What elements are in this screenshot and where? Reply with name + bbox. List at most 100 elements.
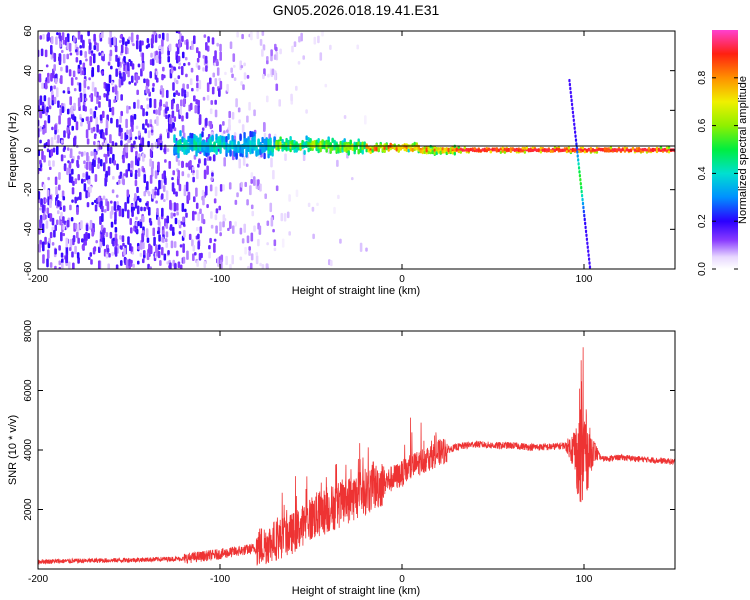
spectrogram-cell bbox=[194, 105, 198, 114]
spectrogram-cell bbox=[183, 89, 187, 95]
spectrogram-cell bbox=[51, 242, 55, 246]
spectrogram-cell bbox=[551, 149, 555, 153]
spectrogram-cell bbox=[52, 160, 55, 167]
spectrogram-cell bbox=[249, 130, 252, 138]
spectrogram-cell bbox=[46, 106, 49, 113]
spectrogram-cell bbox=[399, 146, 402, 151]
spectrogram-cell bbox=[104, 140, 108, 146]
spectrogram-cell bbox=[94, 87, 97, 97]
spectrogram-cell bbox=[169, 199, 172, 210]
spectrogram-cell bbox=[106, 247, 110, 253]
colorbar-tick-label: 0.6 bbox=[697, 118, 708, 132]
spectrogram-cell bbox=[77, 196, 80, 200]
spectrogram-cell bbox=[173, 134, 176, 141]
spectrogram-cell bbox=[73, 102, 76, 110]
spectrogram-cell bbox=[66, 147, 70, 151]
spectrogram-cell bbox=[195, 226, 199, 232]
spectrogram-cell bbox=[46, 258, 49, 268]
spectrogram-cell bbox=[197, 233, 200, 240]
spectrogram-cell bbox=[142, 152, 145, 162]
spectrogram-cell bbox=[54, 265, 57, 269]
spectrogram-cell bbox=[170, 212, 174, 219]
spectrogram-cell bbox=[170, 240, 174, 249]
spectrogram-cell bbox=[130, 204, 134, 208]
spectrogram-cell bbox=[151, 87, 155, 93]
colorbar-label: Normalized spectral amplitude bbox=[737, 76, 749, 224]
spectrogram-cell bbox=[415, 146, 418, 151]
spectrogram-cell bbox=[114, 85, 118, 95]
spectrogram-cell bbox=[580, 185, 583, 190]
spectrogram-cell bbox=[547, 148, 551, 152]
spectrogram-cell bbox=[577, 158, 580, 162]
spectrogram-cell bbox=[395, 147, 398, 151]
spectrogram-cell bbox=[568, 82, 571, 87]
spectrogram-cell bbox=[319, 52, 323, 61]
spectrogram-cell bbox=[203, 157, 207, 166]
spectrogram-cell bbox=[111, 251, 114, 256]
spectrogram-cell bbox=[127, 139, 130, 144]
spectrogram-cell bbox=[131, 210, 134, 217]
spectrogram-cell bbox=[242, 155, 246, 166]
spectrogram-cell bbox=[112, 86, 115, 93]
spectrogram-cell bbox=[45, 112, 48, 116]
spectrogram-cell bbox=[315, 140, 318, 145]
spectrogram-cell bbox=[197, 141, 200, 149]
spectrogram-cell bbox=[523, 146, 527, 151]
spectrogram-cell bbox=[229, 150, 232, 157]
spectrogram-cell bbox=[93, 44, 97, 51]
spectrogram-cell bbox=[195, 62, 199, 68]
spectrogram-cell bbox=[582, 205, 585, 210]
spectrogram-cell bbox=[589, 146, 593, 151]
spectrogram-cell bbox=[248, 250, 251, 256]
spectrogram-cell bbox=[543, 147, 547, 152]
spectrogram-cell bbox=[177, 152, 180, 159]
spectrogram-cell bbox=[155, 71, 159, 76]
spectrogram-cell bbox=[251, 147, 254, 154]
spectrogram-cell bbox=[591, 147, 595, 152]
spectrogram-y-tick-label: 60 bbox=[23, 25, 34, 37]
spectrogram-cell bbox=[58, 115, 61, 125]
spectrogram-cell bbox=[158, 44, 162, 50]
spectrogram-cell bbox=[96, 97, 99, 105]
spectrogram-cell bbox=[214, 186, 218, 197]
spectrogram-cell bbox=[214, 99, 217, 105]
spectrogram-cell bbox=[579, 181, 582, 186]
spectrogram-cell bbox=[248, 246, 251, 251]
spectrogram-cell bbox=[126, 196, 130, 204]
spectrogram-cell bbox=[203, 169, 207, 180]
spectrogram-cell bbox=[519, 148, 523, 152]
spectrogram-cell bbox=[61, 32, 65, 41]
spectrogram-cell bbox=[247, 140, 250, 147]
spectrogram-cell bbox=[257, 149, 260, 156]
spectrogram-cell bbox=[230, 67, 233, 73]
spectrogram-cell bbox=[53, 64, 56, 72]
spectrogram-cell bbox=[199, 208, 202, 214]
spectrogram-cell bbox=[293, 147, 296, 153]
spectrogram-cell bbox=[159, 99, 163, 107]
spectrogram-cell bbox=[101, 31, 104, 38]
spectrogram-cell bbox=[117, 58, 120, 68]
spectrogram-cell bbox=[85, 116, 89, 122]
snr-x-tick-label: 100 bbox=[576, 574, 593, 585]
spectrogram-cell bbox=[250, 178, 254, 184]
spectrogram-cell bbox=[327, 259, 331, 266]
spectrogram-cell bbox=[122, 147, 126, 157]
spectrogram-cell bbox=[165, 242, 169, 248]
spectrogram-cell bbox=[66, 219, 70, 228]
spectrogram-cell bbox=[120, 44, 124, 54]
spectrogram-cell bbox=[39, 159, 42, 165]
spectrogram-cell bbox=[41, 204, 45, 214]
spectrogram-cell bbox=[219, 51, 222, 61]
spectrogram-cell bbox=[619, 148, 623, 152]
spectrogram-cell bbox=[156, 188, 160, 196]
spectrogram-cell bbox=[467, 147, 470, 152]
spectrogram-cell bbox=[639, 149, 643, 153]
spectrogram-cell bbox=[39, 139, 42, 144]
spectrogram-cell bbox=[513, 148, 517, 152]
spectrogram-cell bbox=[371, 149, 374, 153]
spectrogram-cell bbox=[119, 115, 123, 124]
spectrogram-cell bbox=[233, 77, 237, 81]
spectrogram-cell bbox=[173, 77, 177, 83]
spectrogram-cell bbox=[237, 107, 241, 113]
spectrogram-cell bbox=[44, 49, 48, 58]
